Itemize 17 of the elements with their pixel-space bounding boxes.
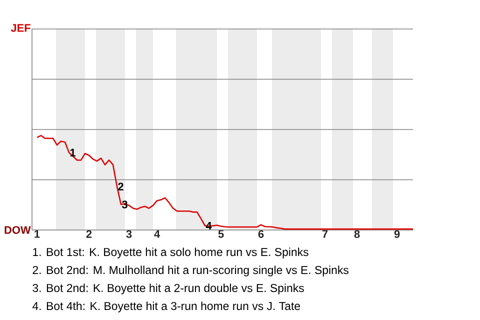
text: DOW xyxy=(4,226,31,234)
text: 1. Bot 1st: K. Boyette hit a solo home run vs E. Spinks xyxy=(33,248,308,258)
x-tick-label: 6 xyxy=(258,230,264,238)
x-tick-label: 8 xyxy=(354,230,360,238)
text: 3. Bot 2nd: K. Boyette hit a 2-run double vs E. Spinks xyxy=(32,284,304,294)
x-tick-label: 9 xyxy=(394,230,400,238)
annotation: 2 xyxy=(118,182,124,190)
x-tick-label: 2 xyxy=(86,230,92,238)
x-tick-label: 3 xyxy=(126,230,132,238)
x-tick-label: 1 xyxy=(34,230,40,238)
annotation: 1 xyxy=(70,148,76,156)
text: 4. Bot 4th: K. Boyette hit a 3-run home run vs J. Tate xyxy=(32,302,300,312)
text: JEF xyxy=(10,24,30,32)
x-tick-label: 4 xyxy=(154,230,160,238)
x-tick-label: 7 xyxy=(322,230,328,238)
x-tick-label: 5 xyxy=(218,230,224,238)
text: 2. Bot 2nd: M. Mulholland hit a run-scoring single vs E. Spinks xyxy=(32,266,348,276)
